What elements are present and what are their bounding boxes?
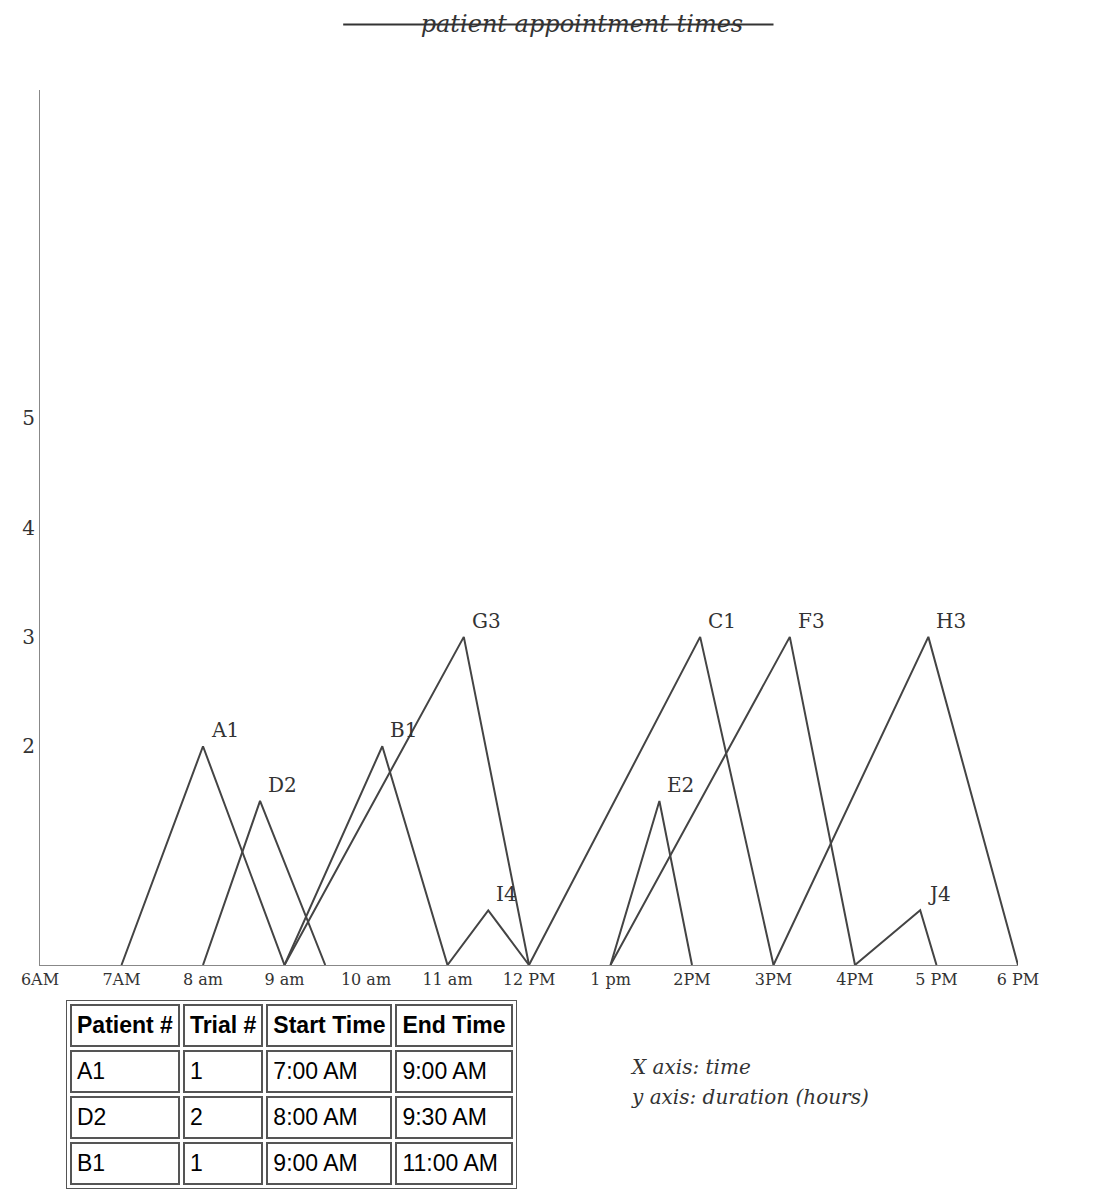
html-text:End Time: End Time — [402, 1012, 506, 1038]
svg-text:9 am: 9 am — [265, 970, 305, 989]
svg-text:F3: F3 — [798, 609, 825, 633]
svg-text:B1: B1 — [390, 718, 417, 742]
html-text:9:00 AM: 9:00 AM — [273, 1150, 358, 1176]
svg-text:4PM: 4PM — [836, 970, 873, 989]
svg-text:5 PM: 5 PM — [915, 970, 957, 989]
html-text:9:30 AM: 9:30 AM — [402, 1104, 487, 1130]
html-text:D2: D2 — [77, 1104, 107, 1130]
svg-text:I4: I4 — [496, 882, 517, 906]
html-text:Patient #: Patient # — [77, 1012, 173, 1038]
html-text:X axis: time: X axis: time — [632, 1055, 751, 1079]
svg-text:H3: H3 — [936, 609, 966, 633]
svg-text:J4: J4 — [928, 882, 951, 906]
html-text:A1: A1 — [77, 1058, 106, 1084]
svg-text:7AM: 7AM — [102, 970, 140, 989]
html-text:B1: B1 — [77, 1150, 106, 1176]
svg-text:A1: A1 — [211, 718, 239, 742]
html-text:1: 1 — [189, 1058, 203, 1084]
svg-text:6AM: 6AM — [21, 970, 59, 989]
html-text:8:00 AM: 8:00 AM — [273, 1104, 358, 1130]
svg-text:3: 3 — [22, 625, 35, 649]
html-text:7:00 AM: 7:00 AM — [273, 1058, 358, 1084]
svg-text:11 am: 11 am — [422, 970, 472, 989]
svg-text:6 PM: 6 PM — [997, 970, 1039, 989]
svg-text:10 am: 10 am — [341, 970, 391, 989]
svg-text:2: 2 — [22, 734, 35, 758]
svg-text:4: 4 — [22, 516, 35, 540]
svg-text:E2: E2 — [667, 773, 694, 797]
svg-text:2PM: 2PM — [673, 970, 710, 989]
html-text:11:00 AM: 11:00 AM — [402, 1150, 498, 1176]
svg-text:8 am: 8 am — [183, 970, 223, 989]
svg-text:5: 5 — [22, 406, 35, 430]
html-text:Trial #: Trial # — [189, 1012, 257, 1038]
html-text:Start Time: Start Time — [273, 1012, 386, 1038]
svg-text:C1: C1 — [708, 609, 736, 633]
svg-text:1 pm: 1 pm — [590, 970, 631, 989]
svg-text:3PM: 3PM — [755, 970, 792, 989]
html-text:2: 2 — [189, 1104, 203, 1130]
html-text:1: 1 — [189, 1150, 203, 1176]
svg-text:D2: D2 — [268, 773, 297, 797]
svg-text:12 PM: 12 PM — [503, 970, 556, 989]
html-text:9:00 AM: 9:00 AM — [402, 1058, 487, 1084]
svg-text:G3: G3 — [472, 609, 501, 633]
html-text:y axis: duration (hours): y axis: duration (hours) — [632, 1085, 869, 1109]
svg-text:patient appointment times: patient appointment times — [421, 10, 743, 38]
